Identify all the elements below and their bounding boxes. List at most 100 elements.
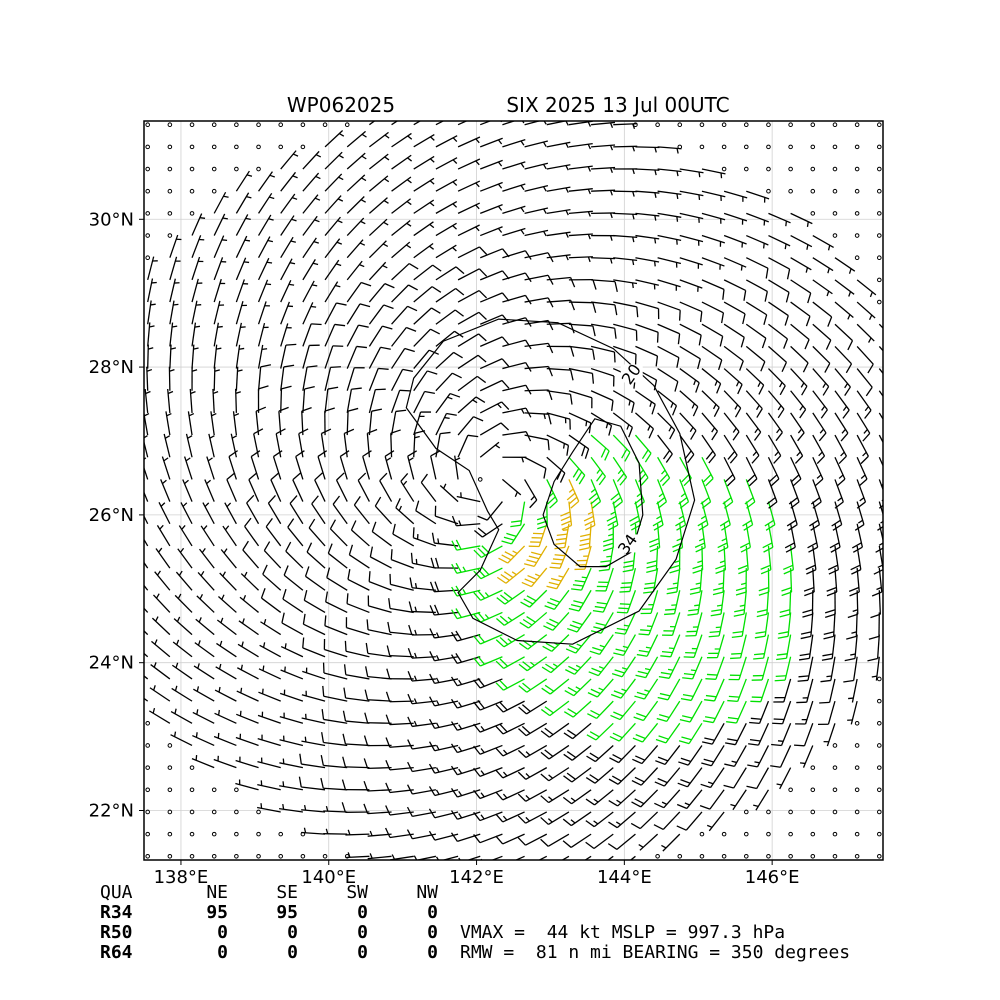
wind-barb <box>727 678 747 702</box>
calm-marker <box>167 831 173 837</box>
wind-barb <box>430 450 441 480</box>
wind-barb <box>346 196 366 214</box>
wind-barb <box>730 634 747 660</box>
wind-barb <box>480 181 503 192</box>
calm-marker <box>877 698 882 704</box>
wind-barb <box>878 412 883 421</box>
wind-barb <box>323 805 348 813</box>
wind-barb <box>346 217 366 236</box>
calm-marker <box>877 765 882 770</box>
wind-barb <box>280 643 304 658</box>
wind-barb <box>420 473 437 502</box>
wind-barb <box>144 479 149 502</box>
wind-barb <box>768 301 789 326</box>
wind-barb <box>301 690 326 702</box>
wind-barb <box>848 568 860 597</box>
calm-marker <box>854 211 860 216</box>
wind-barb <box>295 450 305 480</box>
wind-barb <box>635 257 660 267</box>
y-tick-label: 26°N <box>89 505 134 526</box>
calm-marker <box>211 831 217 837</box>
wind-barb <box>856 279 877 298</box>
wind-barb <box>748 723 770 746</box>
wind-barb <box>704 678 725 702</box>
wind-barb <box>847 590 859 619</box>
wind-barb <box>324 366 341 391</box>
radii-value: 0 <box>217 942 228 963</box>
calm-marker <box>211 166 217 172</box>
wind-barb <box>326 567 348 591</box>
wind-barb <box>722 479 734 509</box>
calm-marker <box>854 854 860 859</box>
wind-barb <box>666 568 681 595</box>
wind-barb <box>540 811 570 825</box>
wind-barb <box>413 133 435 148</box>
wind-barb <box>220 548 237 569</box>
wind-barb <box>613 323 638 341</box>
wind-barb <box>657 257 682 268</box>
wind-barb <box>279 803 303 813</box>
calm-marker <box>699 854 705 859</box>
wind-barb <box>634 678 659 700</box>
wind-barb <box>503 855 525 860</box>
wind-barb <box>303 590 326 613</box>
wind-barb <box>369 121 376 126</box>
calm-marker <box>766 144 771 150</box>
radii-value: 0 <box>357 902 368 923</box>
calm-marker <box>234 144 239 150</box>
wind-barb <box>679 368 700 393</box>
wind-barb <box>679 234 704 246</box>
wind-barb <box>213 191 229 214</box>
wind-barb <box>457 246 488 259</box>
wind-barb <box>388 598 414 614</box>
wind-barb <box>473 523 503 538</box>
wind-barb <box>657 212 682 222</box>
wind-barb <box>661 833 681 852</box>
wind-barb <box>846 612 858 640</box>
wind-barb <box>868 612 880 640</box>
wind-barb <box>502 183 526 192</box>
wind-barb <box>280 258 296 281</box>
wind-barb <box>408 624 436 636</box>
wind-barb <box>746 767 770 790</box>
wind-barb <box>495 634 525 648</box>
wind-barb <box>824 590 836 618</box>
wind-barb <box>812 390 828 419</box>
wind-barb <box>368 283 395 303</box>
wind-barb <box>701 368 722 394</box>
wind-barb <box>389 573 414 591</box>
wind-barb <box>796 678 814 704</box>
wind-barb <box>856 323 875 343</box>
radii-value: 0 <box>287 922 298 943</box>
wind-barb <box>635 234 660 244</box>
wind-barb <box>230 433 238 458</box>
wind-barb <box>701 722 725 745</box>
y-tick-label: 30°N <box>89 209 134 230</box>
wind-barb <box>224 502 237 525</box>
wind-barb <box>609 722 636 742</box>
wind-barb <box>590 412 613 436</box>
calm-marker <box>854 743 860 748</box>
calm-marker <box>677 144 683 150</box>
wind-barb <box>518 700 548 715</box>
wind-barb <box>664 590 681 616</box>
wind-barb <box>257 322 269 347</box>
wind-barb <box>746 234 769 249</box>
wind-barb <box>210 411 217 436</box>
wind-barb <box>202 502 215 525</box>
wind-barb <box>301 713 326 724</box>
wind-barb <box>435 179 458 192</box>
wind-barb <box>192 709 215 724</box>
wind-barb <box>561 855 570 860</box>
calm-marker <box>278 144 284 150</box>
wind-barb <box>148 707 171 724</box>
wind-barb <box>546 390 573 405</box>
wind-barb <box>790 412 805 442</box>
wind-barb <box>367 830 392 837</box>
wind-barb <box>329 519 348 547</box>
wind-barb <box>701 190 726 201</box>
wind-barb <box>385 737 414 748</box>
wind-barb <box>299 753 326 769</box>
wind-barb <box>342 710 370 724</box>
wind-barb <box>568 345 596 360</box>
